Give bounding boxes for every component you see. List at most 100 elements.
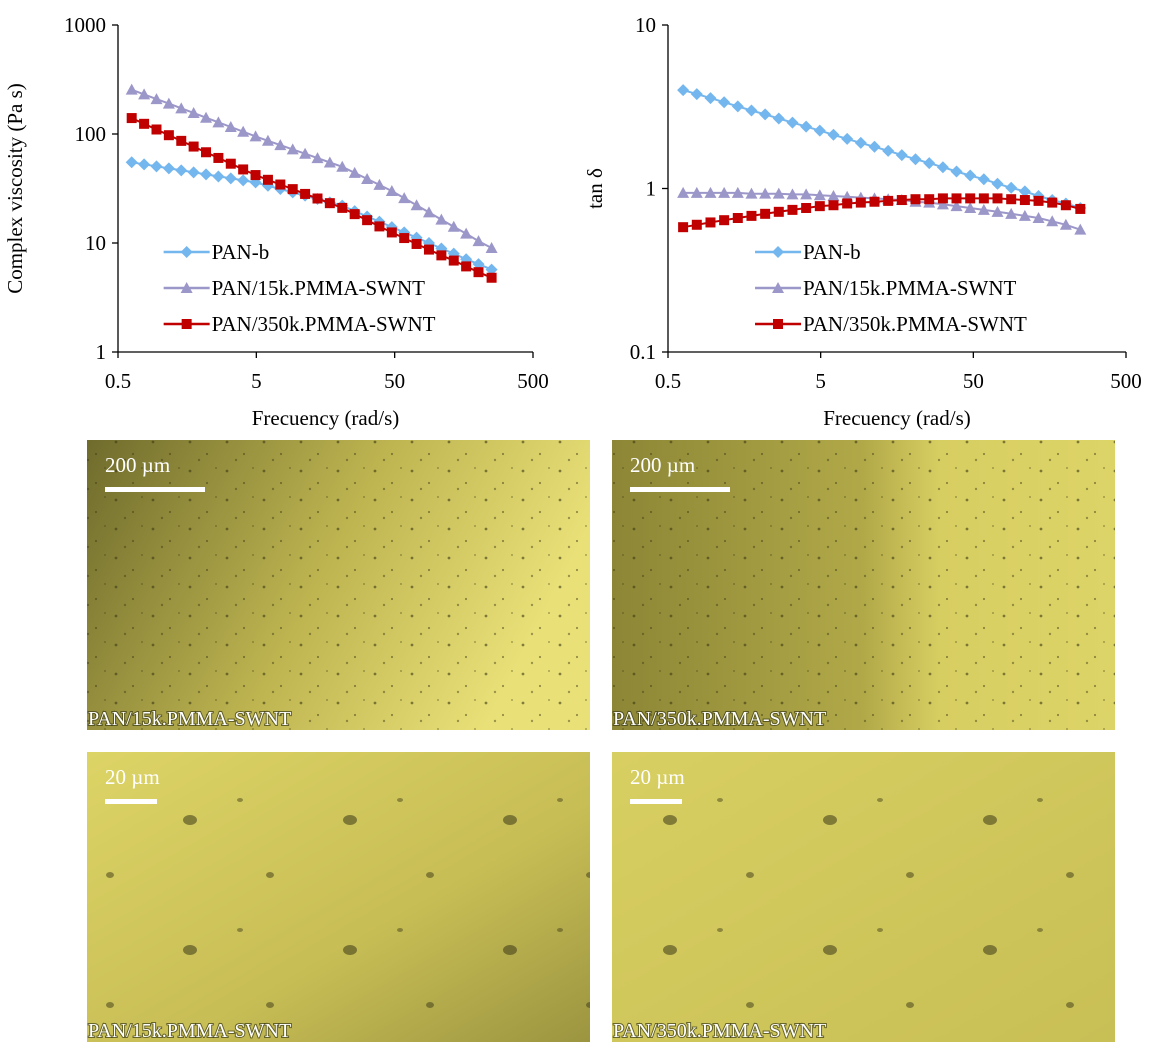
marker	[300, 189, 310, 199]
marker	[745, 104, 757, 116]
marker	[897, 195, 907, 205]
marker	[773, 112, 785, 124]
marker	[151, 124, 161, 134]
marker	[787, 205, 797, 215]
legend-label: PAN-b	[212, 240, 270, 264]
marker	[1005, 182, 1017, 194]
marker	[828, 200, 838, 210]
marker	[361, 173, 373, 184]
x-tick-label: 50	[963, 369, 984, 393]
marker	[1047, 198, 1057, 208]
marker	[733, 213, 743, 223]
legend-marker	[182, 319, 192, 329]
micrograph-texture	[612, 440, 1115, 730]
caption: PAN/350k.PMMA-SWNT	[613, 708, 826, 730]
micrograph-texture	[87, 752, 590, 1042]
scale-bar-label: 20 µm	[630, 765, 685, 789]
marker	[952, 193, 962, 203]
marker	[801, 203, 811, 213]
marker	[704, 92, 716, 104]
y-axis-label: Complex viscosity (Pa s)	[3, 83, 27, 294]
marker	[449, 256, 459, 266]
marker	[979, 193, 989, 203]
marker	[237, 174, 249, 186]
scale-bar	[630, 487, 730, 492]
marker	[1075, 204, 1085, 214]
micrographs: 200 µmPAN/15k.PMMA-SWNT200 µmPAN/350k.PM…	[87, 440, 1115, 1042]
marker	[212, 170, 224, 182]
marker	[923, 157, 935, 169]
marker	[435, 214, 447, 225]
caption: PAN/15k.PMMA-SWNT	[88, 708, 291, 730]
marker	[924, 194, 934, 204]
marker	[691, 88, 703, 100]
marker	[225, 121, 237, 132]
marker	[786, 117, 798, 129]
scale-bar	[105, 487, 205, 492]
marker	[411, 199, 423, 210]
marker	[486, 242, 498, 253]
marker	[474, 267, 484, 277]
marker	[188, 166, 200, 178]
legend-label: PAN/15k.PMMA-SWNT	[803, 276, 1017, 300]
marker	[163, 162, 175, 174]
marker	[678, 222, 688, 232]
marker	[461, 261, 471, 271]
marker	[200, 168, 212, 180]
marker	[993, 193, 1003, 203]
x-tick-label: 500	[1110, 369, 1142, 393]
marker	[951, 166, 963, 178]
legend-marker	[772, 246, 784, 258]
marker	[337, 203, 347, 213]
marker	[705, 217, 715, 227]
marker	[842, 198, 852, 208]
marker	[138, 158, 150, 170]
marker	[226, 159, 236, 169]
marker	[250, 130, 262, 141]
scale-bar	[105, 799, 157, 804]
marker	[460, 228, 472, 239]
x-tick-label: 50	[384, 369, 405, 393]
y-tick-label: 1	[646, 177, 657, 201]
marker	[718, 96, 730, 108]
marker	[841, 133, 853, 145]
scale-bar	[630, 799, 682, 804]
x-tick-label: 5	[815, 369, 826, 393]
x-tick-label: 0.5	[105, 369, 131, 393]
marker	[760, 209, 770, 219]
marker	[800, 121, 812, 133]
marker	[1061, 200, 1071, 210]
marker	[896, 149, 908, 161]
marker	[1034, 196, 1044, 206]
marker	[350, 209, 360, 219]
marker	[362, 215, 372, 225]
scale-bar-label: 200 µm	[630, 453, 695, 477]
marker	[150, 160, 162, 172]
marker	[910, 194, 920, 204]
marker	[855, 137, 867, 149]
marker	[126, 156, 138, 168]
legend-marker	[773, 319, 783, 329]
marker	[200, 112, 212, 123]
marker	[127, 113, 137, 123]
scale-bar-label: 20 µm	[105, 765, 160, 789]
x-axis-label: Frecuency (rad/s)	[823, 406, 971, 430]
marker	[827, 129, 839, 141]
marker	[448, 221, 460, 232]
marker	[869, 197, 879, 207]
marker	[386, 185, 398, 196]
marker	[856, 198, 866, 208]
marker	[175, 164, 187, 176]
marker	[487, 273, 497, 283]
marker	[774, 207, 784, 217]
x-axis-label: Frecuency (rad/s)	[252, 406, 400, 430]
marker	[126, 84, 138, 95]
marker	[374, 221, 384, 231]
marker	[399, 233, 409, 243]
x-tick-label: 5	[251, 369, 262, 393]
marker	[719, 215, 729, 225]
marker	[275, 180, 285, 190]
micrograph-texture	[612, 752, 1115, 1042]
marker	[150, 93, 162, 104]
marker	[1006, 194, 1016, 204]
